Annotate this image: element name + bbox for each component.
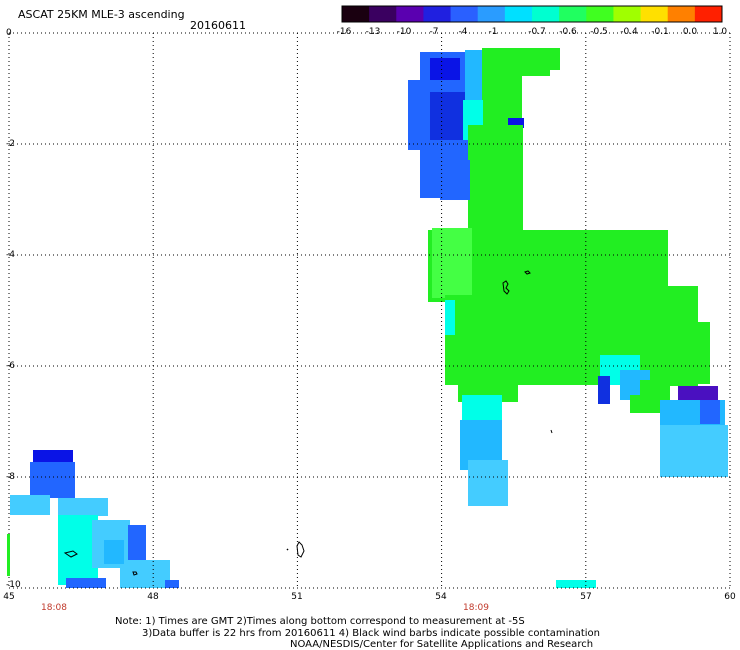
note-line-2: 3)Data buffer is 22 hrs from 20160611 4)… (142, 628, 600, 639)
x-tick-label: 51 (291, 592, 303, 602)
x-tick-label: 54 (435, 592, 447, 602)
note-line-3: NOAA/NESDIS/Center for Satellite Applica… (290, 639, 594, 650)
wind-cell (468, 460, 508, 506)
colorbar-segment (369, 6, 397, 22)
colorbar-label: -13 (365, 27, 381, 37)
colorbar-segment (667, 6, 696, 22)
wind-cell (120, 560, 170, 588)
x-tick-label: 45 (3, 592, 15, 602)
wind-cell (66, 578, 106, 588)
colorbar-label: -0.4 (620, 27, 638, 37)
colorbar-segment (423, 6, 452, 22)
colorbar-label: 1.0 (712, 27, 728, 37)
wind-cell (508, 118, 524, 128)
colorbar-label: -0.1 (651, 27, 669, 37)
y-tick-label: -6 (6, 361, 15, 371)
wind-data-layer (10, 48, 728, 588)
colorbar (341, 5, 723, 23)
coastlines (63, 270, 553, 576)
colorbar-segment (613, 6, 642, 22)
wind-cell (30, 462, 75, 498)
y-tick-label: -2 (6, 139, 15, 149)
wind-cell (104, 540, 124, 564)
wind-cell (440, 160, 470, 200)
wind-cell (548, 48, 560, 70)
wind-cell (678, 386, 718, 402)
map-date: 20160611 (190, 19, 246, 32)
wind-cell (430, 58, 460, 80)
wind-cell (598, 376, 610, 404)
colorbar-segment (640, 6, 669, 22)
colorbar-label: -0.6 (559, 27, 577, 37)
colorbar-label: -0.7 (528, 27, 546, 37)
wind-cell (432, 228, 472, 298)
map-title: ASCAT 25KM MLE-3 ascending (18, 8, 185, 21)
colorbar-segment (504, 6, 533, 22)
colorbar-segment (532, 6, 560, 22)
colorbar-segment (559, 6, 587, 22)
time-label: 18:08 (41, 603, 67, 613)
wind-cell (482, 48, 522, 126)
wind-cell (445, 300, 455, 335)
wind-cell (465, 50, 485, 105)
time-label: 18:09 (463, 603, 489, 613)
wind-cell (10, 495, 50, 515)
x-tick-label: 60 (724, 592, 736, 602)
wind-cell (165, 580, 179, 588)
colorbar-segment (396, 6, 424, 22)
colorbar-label: -0.5 (590, 27, 608, 37)
wind-cell (556, 580, 596, 588)
wind-cell (58, 498, 108, 516)
colorbar-segment (477, 6, 506, 22)
y-tick-label: -8 (6, 472, 15, 482)
colorbar-label: -7 (429, 27, 439, 37)
wind-cell (58, 515, 98, 585)
x-tick-label: 57 (580, 592, 592, 602)
colorbar-label: -10 (396, 27, 412, 37)
y-tick-label: -4 (6, 250, 15, 260)
wind-cell (462, 395, 502, 423)
wind-cell (468, 125, 523, 230)
wind-cell (520, 48, 550, 76)
colorbar-segment (694, 6, 723, 22)
colorbar-label: -16 (336, 27, 352, 37)
colorbar-segment (450, 6, 479, 22)
wind-cell (128, 525, 146, 561)
colorbar-segment (586, 6, 614, 22)
colorbar-label: 0.0 (682, 27, 698, 37)
edge-strip (7, 534, 10, 576)
wind-cell (700, 400, 720, 424)
note-line-1: Note: 1) Times are GMT 2)Times along bot… (115, 616, 525, 627)
y-tick-label: -10 (6, 580, 21, 590)
x-tick-label: 48 (147, 592, 159, 602)
colorbar-label: -1 (488, 27, 498, 37)
colorbar-label: -4 (458, 27, 468, 37)
colorbar-segment (342, 6, 370, 22)
wind-cell (660, 425, 728, 477)
grid-lines (8, 32, 731, 589)
wind-cell (515, 370, 595, 382)
wind-cell (408, 80, 430, 150)
colorbar-border (341, 5, 723, 23)
